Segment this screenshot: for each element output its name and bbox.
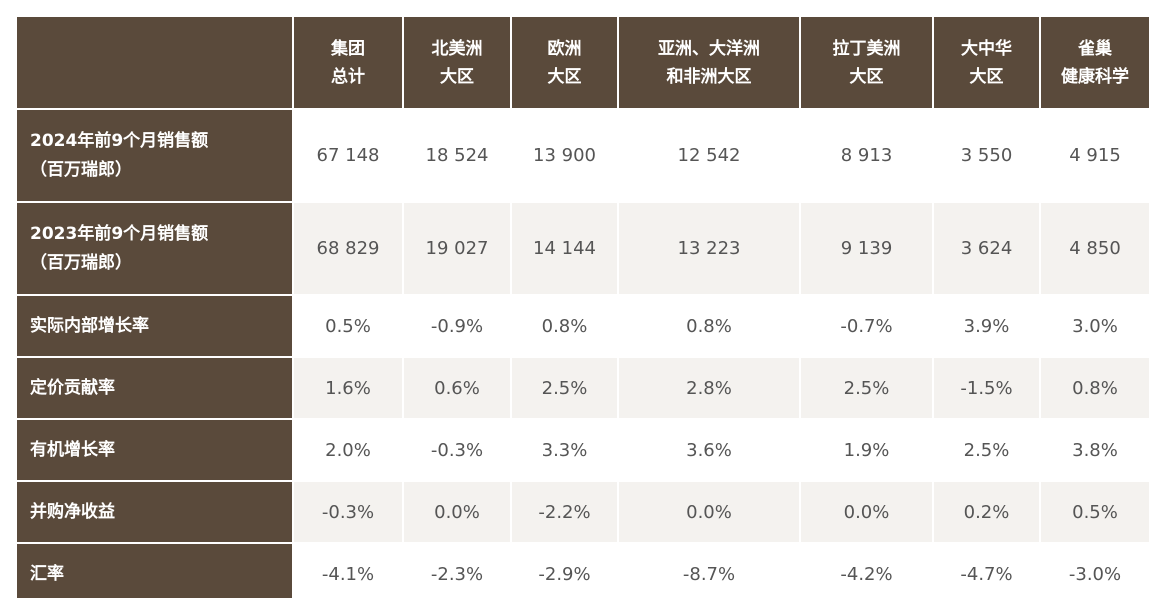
row-label-sales-2023: 2023年前9个月销售额 （百万瑞郎） [17, 201, 294, 295]
sales-table-container: 集团 总计 北美洲 大区 欧洲 大区 亚洲、大洋洲 和非洲大区 拉丁美洲 大 [17, 17, 1149, 598]
header-label-line: 大中华 [961, 38, 1012, 59]
header-health-science: 雀巢 健康科学 [1040, 17, 1149, 109]
table-cell: -3.0% [1040, 542, 1149, 598]
table-cell: 3.3% [511, 418, 619, 481]
table-cell: 2.5% [800, 356, 934, 419]
table-cell: 12 542 [618, 108, 801, 202]
header-corner-cell [17, 17, 294, 109]
table-cell: 3 550 [933, 108, 1041, 202]
table-cell: 0.2% [933, 480, 1041, 543]
table-cell: 0.8% [618, 294, 801, 357]
table-cell: 3.9% [933, 294, 1041, 357]
table-cell: -0.7% [800, 294, 934, 357]
header-label-line: 北美洲 [431, 38, 483, 59]
header-label-line: 健康科学 [1061, 66, 1129, 87]
header-label-line: 大区 [440, 66, 474, 87]
table-cell: 0.0% [403, 480, 512, 543]
table-row-sales-2024: 2024年前9个月销售额 （百万瑞郎） 67 148 18 524 13 900… [17, 108, 1149, 202]
table-cell: 2.5% [511, 356, 619, 419]
table-cell: 4 850 [1040, 201, 1149, 295]
table-cell: 0.8% [1040, 356, 1149, 419]
table-cell: 3.8% [1040, 418, 1149, 481]
table-cell: 0.5% [1040, 480, 1149, 543]
table-cell: -4.7% [933, 542, 1041, 598]
row-label-real-internal-growth: 实际内部增长率 [17, 294, 294, 357]
row-label-line: 2024年前9个月销售额 [30, 130, 209, 151]
header-label-line: 大区 [547, 66, 582, 87]
table-cell: -2.9% [511, 542, 619, 598]
table-cell: 13 223 [618, 201, 801, 295]
table-row-pricing: 定价贡献率 1.6% 0.6% 2.5% 2.8% 2.5% -1.5% 0.8… [17, 356, 1149, 419]
row-label-line: （百万瑞郎） [30, 252, 132, 273]
header-north-america: 北美洲 大区 [403, 17, 512, 109]
table-cell: -0.9% [403, 294, 512, 357]
header-asia-oceania-africa: 亚洲、大洋洲 和非洲大区 [618, 17, 801, 109]
table-cell: 3.0% [1040, 294, 1149, 357]
header-label-line: 和非洲大区 [666, 66, 752, 87]
table-row-exchange-rate: 汇率 -4.1% -2.3% -2.9% -8.7% -4.2% -4.7% -… [17, 542, 1149, 598]
table-row-net-acquisitions: 并购净收益 -0.3% 0.0% -2.2% 0.0% 0.0% 0.2% 0.… [17, 480, 1149, 543]
table-cell: -4.2% [800, 542, 934, 598]
table-cell: 2.0% [293, 418, 404, 481]
row-label-pricing: 定价贡献率 [17, 356, 294, 419]
header-group-total: 集团 总计 [293, 17, 404, 109]
table-cell: -2.2% [511, 480, 619, 543]
table-cell: 0.8% [511, 294, 619, 357]
row-label-line: （百万瑞郎） [30, 159, 132, 180]
table-cell: 13 900 [511, 108, 619, 202]
header-label-line: 集团 [331, 38, 365, 59]
table-cell: 0.0% [800, 480, 934, 543]
table-cell: 67 148 [293, 108, 404, 202]
header-europe: 欧洲 大区 [511, 17, 619, 109]
table-cell: 1.6% [293, 356, 404, 419]
row-label-organic-growth: 有机增长率 [17, 418, 294, 481]
row-label-exchange-rate: 汇率 [17, 542, 294, 598]
table-cell: -8.7% [618, 542, 801, 598]
table-row-sales-2023: 2023年前9个月销售额 （百万瑞郎） 68 829 19 027 14 144… [17, 201, 1149, 295]
header-label-line: 大区 [969, 66, 1004, 87]
header-label-line: 大区 [849, 66, 884, 87]
table-cell: 8 913 [800, 108, 934, 202]
table-cell: 0.0% [618, 480, 801, 543]
table-cell: 3 624 [933, 201, 1041, 295]
table-row-real-internal-growth: 实际内部增长率 0.5% -0.9% 0.8% 0.8% -0.7% 3.9% … [17, 294, 1149, 357]
table-cell: 0.6% [403, 356, 512, 419]
table-row-organic-growth: 有机增长率 2.0% -0.3% 3.3% 3.6% 1.9% 2.5% 3.8… [17, 418, 1149, 481]
table-cell: 2.5% [933, 418, 1041, 481]
table-cell: 14 144 [511, 201, 619, 295]
header-latin-america: 拉丁美洲 大区 [800, 17, 934, 109]
table-cell: 68 829 [293, 201, 404, 295]
header-label-line: 亚洲、大洋洲 [658, 38, 760, 59]
header-greater-china: 大中华 大区 [933, 17, 1041, 109]
table-cell: 19 027 [403, 201, 512, 295]
header-label-line: 雀巢 [1078, 38, 1112, 59]
table-cell: -0.3% [403, 418, 512, 481]
table-cell: -2.3% [403, 542, 512, 598]
table-cell: 2.8% [618, 356, 801, 419]
row-label-net-acquisitions: 并购净收益 [17, 480, 294, 543]
table-cell: 9 139 [800, 201, 934, 295]
header-row: 集团 总计 北美洲 大区 欧洲 大区 亚洲、大洋洲 和非洲大区 拉丁美洲 大 [17, 17, 1149, 109]
header-label-line: 拉丁美洲 [832, 38, 901, 59]
table-cell: -4.1% [293, 542, 404, 598]
row-label-sales-2024: 2024年前9个月销售额 （百万瑞郎） [17, 108, 294, 202]
table-cell: 3.6% [618, 418, 801, 481]
sales-table: 集团 总计 北美洲 大区 欧洲 大区 亚洲、大洋洲 和非洲大区 拉丁美洲 大 [17, 17, 1149, 598]
table-cell: -0.3% [293, 480, 404, 543]
header-label-line: 总计 [331, 66, 365, 87]
table-cell: 4 915 [1040, 108, 1149, 202]
table-cell: 18 524 [403, 108, 512, 202]
row-label-line: 2023年前9个月销售额 [30, 223, 209, 244]
table-cell: 0.5% [293, 294, 404, 357]
table-cell: 1.9% [800, 418, 934, 481]
table-cell: -1.5% [933, 356, 1041, 419]
header-label-line: 欧洲 [547, 38, 582, 59]
